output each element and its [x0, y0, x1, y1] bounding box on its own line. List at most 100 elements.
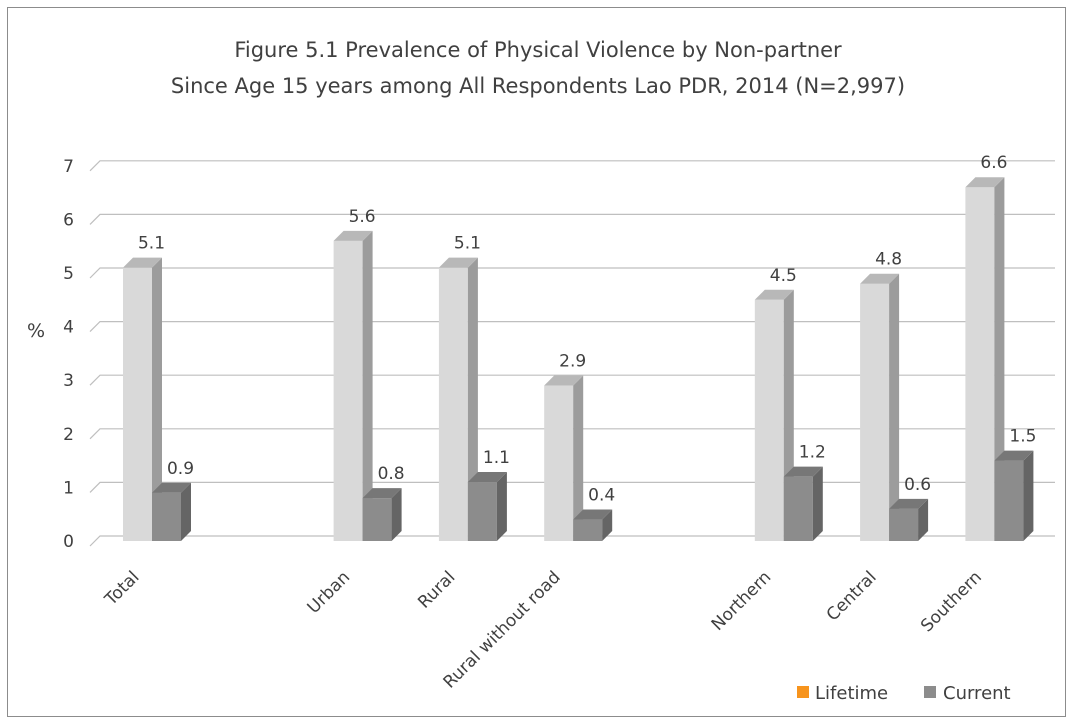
bar-side [1023, 450, 1034, 541]
bar-front [152, 492, 181, 541]
bar-side [496, 472, 507, 541]
bar-side [362, 230, 373, 541]
data-label-lifetime-northern: 4.5 [770, 266, 797, 286]
data-labels: 5.1 0.9 5.6 0.8 5.1 1.1 2.9 0.4 4.5 1.2 4.8 0.6 6.6 1… [138, 153, 1036, 505]
gridline [89, 374, 1055, 386]
gridlines [89, 160, 1055, 547]
data-label-current-rural-without-road: 0.4 [588, 486, 615, 506]
bar-current-urban [362, 488, 402, 541]
bar-top [544, 375, 584, 386]
bar-lifetime-rural-without-road [544, 375, 584, 541]
data-label-current-urban: 0.8 [378, 464, 405, 484]
y-tick-label: 2 [63, 425, 74, 445]
bar-top [467, 472, 507, 483]
gridline [89, 267, 1055, 279]
bar-front [754, 299, 784, 541]
data-label-current-southern: 1.5 [1009, 427, 1036, 447]
category-label-urban: Urban [304, 567, 355, 618]
bar-current-total [152, 482, 191, 541]
bar-current-northern [783, 466, 823, 541]
y-axis-title: % [27, 320, 45, 342]
gridline [89, 428, 1055, 440]
y-tick-label: 3 [63, 371, 74, 391]
gridline [89, 213, 1055, 225]
bar-top [889, 498, 929, 509]
gridline [89, 160, 1055, 172]
bar-front [544, 385, 574, 541]
bar-side [573, 375, 584, 541]
bar-front [994, 460, 1024, 541]
bar-front [333, 240, 363, 541]
bar-top [123, 257, 162, 268]
data-label-lifetime-central: 4.8 [875, 250, 902, 270]
bar-front [123, 267, 152, 541]
data-label-current-central: 0.6 [904, 475, 931, 495]
bar-current-southern [994, 450, 1034, 541]
y-tick-label: 5 [63, 264, 74, 284]
category-label-northern: Northern [708, 567, 776, 635]
data-label-lifetime-total: 5.1 [138, 234, 165, 254]
bar-side [391, 488, 402, 541]
bar-side [181, 482, 191, 541]
data-label-lifetime-rural-without-road: 2.9 [559, 352, 586, 372]
bar-lifetime-southern [965, 177, 1005, 542]
bar-current-rural-without-road [573, 509, 613, 541]
bar-front [467, 482, 497, 541]
bar-top [573, 509, 613, 520]
bar-top [860, 273, 900, 284]
bars [123, 177, 1034, 542]
y-tick-label: 0 [63, 532, 74, 552]
data-label-current-rural: 1.1 [483, 448, 510, 468]
bar-front [573, 519, 603, 541]
legend-swatch-lifetime [797, 686, 809, 698]
bar-top [438, 257, 478, 268]
data-label-lifetime-urban: 5.6 [349, 207, 376, 227]
y-tick-label: 1 [63, 478, 74, 498]
bar-top [783, 466, 823, 477]
y-tick-label: 4 [63, 318, 74, 338]
bar-lifetime-central [860, 273, 900, 541]
gridline [89, 481, 1055, 493]
bar-side [994, 177, 1005, 542]
bar-top [333, 230, 373, 241]
bar-top [152, 482, 191, 493]
bar-front [438, 267, 468, 541]
bar-top [965, 177, 1005, 188]
legend: Lifetime Current [797, 683, 1011, 704]
category-label-central: Central [823, 567, 881, 625]
bar-front [965, 187, 995, 542]
category-label-southern: Southern [917, 567, 986, 636]
bar-lifetime-urban [333, 230, 373, 541]
bar-current-central [889, 498, 929, 541]
data-label-current-total: 0.9 [167, 459, 194, 479]
bar-front [889, 508, 919, 541]
chart-title-line-1: Figure 5.1 Prevalence of Physical Violen… [234, 38, 842, 62]
bar-lifetime-total [123, 257, 162, 541]
legend-swatch-current [924, 686, 936, 698]
legend-label-current: Current [943, 683, 1011, 704]
bar-top [362, 488, 402, 499]
chart-title-line-2: Since Age 15 years among All Respondents… [171, 74, 905, 98]
data-label-current-northern: 1.2 [799, 443, 826, 463]
bar-side [152, 257, 162, 541]
bar-current-rural [467, 472, 507, 541]
bar-side [889, 273, 900, 541]
bar-front [783, 476, 813, 541]
bar-side [918, 498, 929, 541]
bar-side [812, 466, 823, 541]
category-label-rural-without-road: Rural without road [440, 567, 565, 692]
y-tick-label: 6 [63, 210, 74, 230]
data-label-lifetime-rural: 5.1 [454, 234, 481, 254]
category-label-rural: Rural [414, 567, 459, 612]
bar-side [467, 257, 478, 541]
bar-lifetime-rural [438, 257, 478, 541]
y-tick-label: 7 [63, 157, 74, 177]
bar-side [602, 509, 613, 541]
gridline [89, 321, 1055, 333]
gridline [89, 535, 1055, 547]
bar-top [994, 450, 1034, 461]
legend-label-lifetime: Lifetime [815, 683, 888, 704]
chart-title: Figure 5.1 Prevalence of Physical Violen… [171, 38, 905, 98]
category-label-total: Total [101, 567, 144, 610]
